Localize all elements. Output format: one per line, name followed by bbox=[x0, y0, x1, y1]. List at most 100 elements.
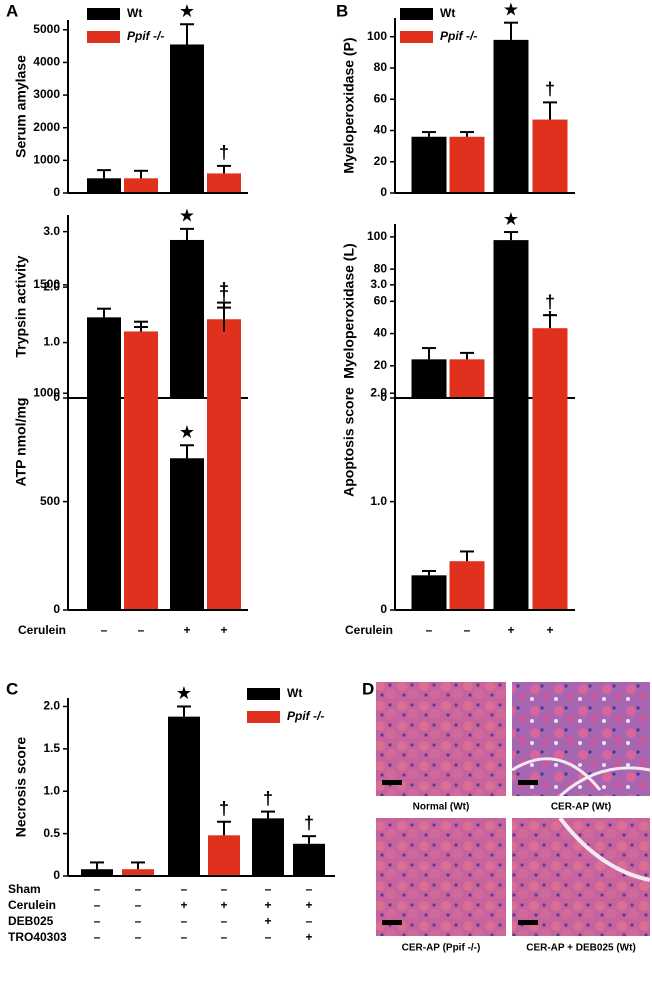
treatment-value: – bbox=[94, 898, 101, 912]
bar bbox=[87, 317, 121, 610]
y-tick-label: 2.0 bbox=[370, 385, 387, 399]
bar bbox=[449, 136, 485, 193]
panel-label: D bbox=[362, 679, 374, 698]
treatment-value: – bbox=[306, 882, 313, 896]
treatment-value: – bbox=[135, 898, 142, 912]
y-tick-label: 1.0 bbox=[43, 783, 60, 797]
treatment-value: – bbox=[265, 882, 272, 896]
panel-label: C bbox=[6, 679, 18, 698]
y-axis-label: Serum amylase bbox=[13, 55, 29, 158]
histology-image bbox=[376, 818, 506, 936]
treatment-label: TRO40303 bbox=[8, 930, 67, 944]
bar bbox=[208, 835, 240, 876]
y-tick-label: 40 bbox=[374, 326, 388, 340]
treatment-value: – bbox=[181, 882, 188, 896]
y-axis-label: Myeloperoxidase (L) bbox=[341, 243, 357, 378]
bar bbox=[207, 173, 241, 193]
bar bbox=[124, 178, 158, 193]
treatment-value: + bbox=[264, 914, 271, 928]
legend-label: Ppif -/- bbox=[287, 709, 324, 723]
y-tick-label: 2000 bbox=[33, 120, 60, 134]
bar bbox=[493, 358, 529, 610]
bar bbox=[170, 458, 204, 610]
bar bbox=[168, 716, 200, 876]
treatment-value: – bbox=[94, 882, 101, 896]
treatment-label: DEB025 bbox=[8, 914, 54, 928]
y-axis-label: Necrosis score bbox=[13, 737, 29, 838]
scale-bar bbox=[382, 780, 402, 785]
treatment-value: – bbox=[94, 930, 101, 944]
treatment-value: – bbox=[221, 930, 228, 944]
significance-marker: ★ bbox=[179, 1, 195, 21]
treatment-value: – bbox=[221, 882, 228, 896]
bar bbox=[122, 869, 154, 876]
legend-label: Wt bbox=[287, 686, 302, 700]
y-axis-label: Trypsin activity bbox=[13, 255, 29, 357]
treatment-value: – bbox=[464, 623, 471, 637]
significance-marker: ★ bbox=[503, 0, 519, 19]
bar bbox=[170, 239, 204, 398]
y-tick-label: 2.0 bbox=[43, 699, 60, 713]
significance-marker: † bbox=[545, 292, 555, 312]
legend-label: Ppif -/- bbox=[127, 29, 164, 43]
significance-marker: † bbox=[304, 813, 314, 833]
treatment-value: – bbox=[101, 623, 108, 637]
legend-label: Wt bbox=[127, 6, 142, 20]
histology-caption: CER-AP (Wt) bbox=[551, 802, 611, 813]
y-axis-label: Apoptosis score bbox=[341, 387, 357, 497]
bar bbox=[532, 328, 568, 610]
treatment-value: + bbox=[183, 623, 190, 637]
treatment-label: Cerulein bbox=[8, 898, 56, 912]
legend-label: Wt bbox=[440, 6, 455, 20]
bar bbox=[170, 44, 204, 193]
tissue-streak bbox=[558, 816, 651, 882]
treatment-value: + bbox=[220, 898, 227, 912]
treatment-value: + bbox=[180, 898, 187, 912]
bar bbox=[411, 136, 447, 193]
y-tick-label: 20 bbox=[374, 358, 388, 372]
histology-caption: Normal (Wt) bbox=[413, 802, 470, 813]
bar bbox=[207, 331, 241, 610]
bar bbox=[87, 178, 121, 193]
y-axis-label: Myeloperoxidase (P) bbox=[341, 37, 357, 173]
legend-swatch bbox=[400, 31, 433, 43]
scale-bar bbox=[518, 780, 538, 785]
y-tick-label: 60 bbox=[374, 294, 388, 308]
treatment-value: + bbox=[220, 623, 227, 637]
significance-marker: ★ bbox=[179, 422, 195, 442]
treatment-value: – bbox=[181, 930, 188, 944]
treatment-label: Cerulein bbox=[345, 623, 393, 637]
y-tick-label: 0 bbox=[53, 602, 60, 616]
y-tick-label: 60 bbox=[374, 91, 388, 105]
significance-marker: † bbox=[263, 788, 273, 808]
y-tick-label: 500 bbox=[40, 494, 60, 508]
bar bbox=[293, 843, 325, 876]
y-tick-label: 3000 bbox=[33, 87, 60, 101]
y-tick-label: 4000 bbox=[33, 55, 60, 69]
significance-marker: † bbox=[219, 279, 229, 299]
histology-caption: CER-AP (Ppif -/-) bbox=[402, 943, 481, 954]
y-axis-label: ATP nmol/mg bbox=[13, 398, 29, 487]
bar bbox=[532, 119, 568, 193]
y-tick-label: 3.0 bbox=[370, 277, 387, 291]
treatment-value: + bbox=[264, 898, 271, 912]
y-tick-label: 0 bbox=[53, 390, 60, 404]
y-tick-label: 1.0 bbox=[43, 335, 60, 349]
tissue-streak bbox=[511, 757, 651, 798]
legend-swatch bbox=[247, 711, 280, 723]
treatment-value: – bbox=[181, 914, 188, 928]
legend-swatch bbox=[400, 8, 433, 20]
bar bbox=[493, 39, 529, 193]
significance-marker: ★ bbox=[176, 683, 192, 703]
histology-image bbox=[376, 682, 506, 796]
treatment-value: – bbox=[306, 914, 313, 928]
treatment-value: – bbox=[94, 914, 101, 928]
treatment-value: + bbox=[305, 930, 312, 944]
y-tick-label: 0 bbox=[380, 602, 387, 616]
bar bbox=[449, 561, 485, 610]
legend-swatch bbox=[87, 31, 120, 43]
scale-bar bbox=[382, 920, 402, 925]
treatment-value: + bbox=[546, 623, 553, 637]
y-tick-label: 0 bbox=[53, 185, 60, 199]
